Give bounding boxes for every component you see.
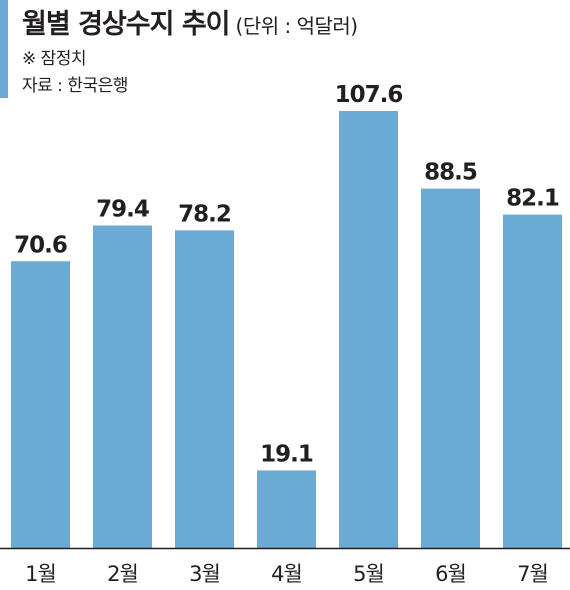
category-label-2: 2월 <box>107 562 138 586</box>
value-label-3: 78.2 <box>178 201 231 227</box>
category-label-4: 4월 <box>271 562 302 586</box>
bar-1 <box>11 261 70 548</box>
source-note: 자료 : 한국은행 <box>22 76 128 96</box>
bar-6 <box>421 188 480 548</box>
value-label-2: 79.4 <box>96 197 149 223</box>
category-label-3: 3월 <box>189 562 220 586</box>
value-label-1: 70.6 <box>14 232 67 258</box>
bar-7 <box>503 214 562 548</box>
value-label-7: 82.1 <box>506 186 559 212</box>
title-accent-bar <box>0 0 8 98</box>
value-labels-group: 70.6 79.4 78.2 19.1 107.6 88.5 82.1 <box>14 82 560 467</box>
provisional-note: ※ 잠정치 <box>22 49 87 69</box>
unit-label: (단위 : 억달러) <box>235 14 359 38</box>
bars-group <box>11 111 562 549</box>
category-label-6: 6월 <box>435 562 466 586</box>
bar-2 <box>93 225 152 549</box>
category-labels-group: 1월 2월 3월 4월 5월 6월 7월 <box>25 562 549 586</box>
value-label-6: 88.5 <box>424 160 477 186</box>
chart-title: 월별 경상수지 추이 <box>22 9 231 40</box>
bar-3 <box>175 230 234 548</box>
bar-5 <box>339 111 398 548</box>
category-label-1: 1월 <box>25 562 56 586</box>
category-label-5: 5월 <box>353 562 384 586</box>
value-label-4: 19.1 <box>260 441 313 467</box>
category-label-7: 7월 <box>517 562 548 586</box>
value-label-5: 107.6 <box>335 82 403 108</box>
title-row: 월별 경상수지 추이 (단위 : 억달러) <box>22 2 358 41</box>
bar-4 <box>257 470 316 548</box>
